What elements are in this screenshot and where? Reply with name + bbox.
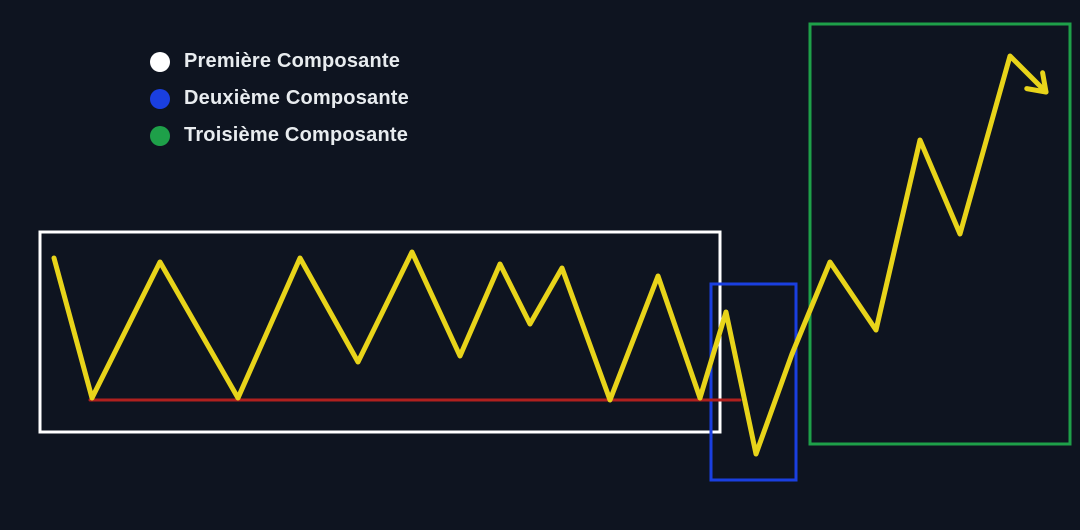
legend-dot-icon: [150, 52, 170, 72]
legend: Première Composante Deuxième Composante Tr…: [150, 50, 409, 147]
legend-item: Troisième Composante: [150, 124, 409, 147]
legend-dot-icon: [150, 89, 170, 109]
chart-stage: Première Composante Deuxième Composante Tr…: [0, 0, 1080, 530]
legend-dot-icon: [150, 126, 170, 146]
legend-label: Deuxième Composante: [184, 87, 409, 110]
legend-item: Deuxième Composante: [150, 87, 409, 110]
price-line-arrowhead: [1043, 73, 1046, 92]
legend-label: Troisième Composante: [184, 124, 408, 147]
legend-label: Première Composante: [184, 50, 400, 73]
legend-item: Première Composante: [150, 50, 409, 73]
